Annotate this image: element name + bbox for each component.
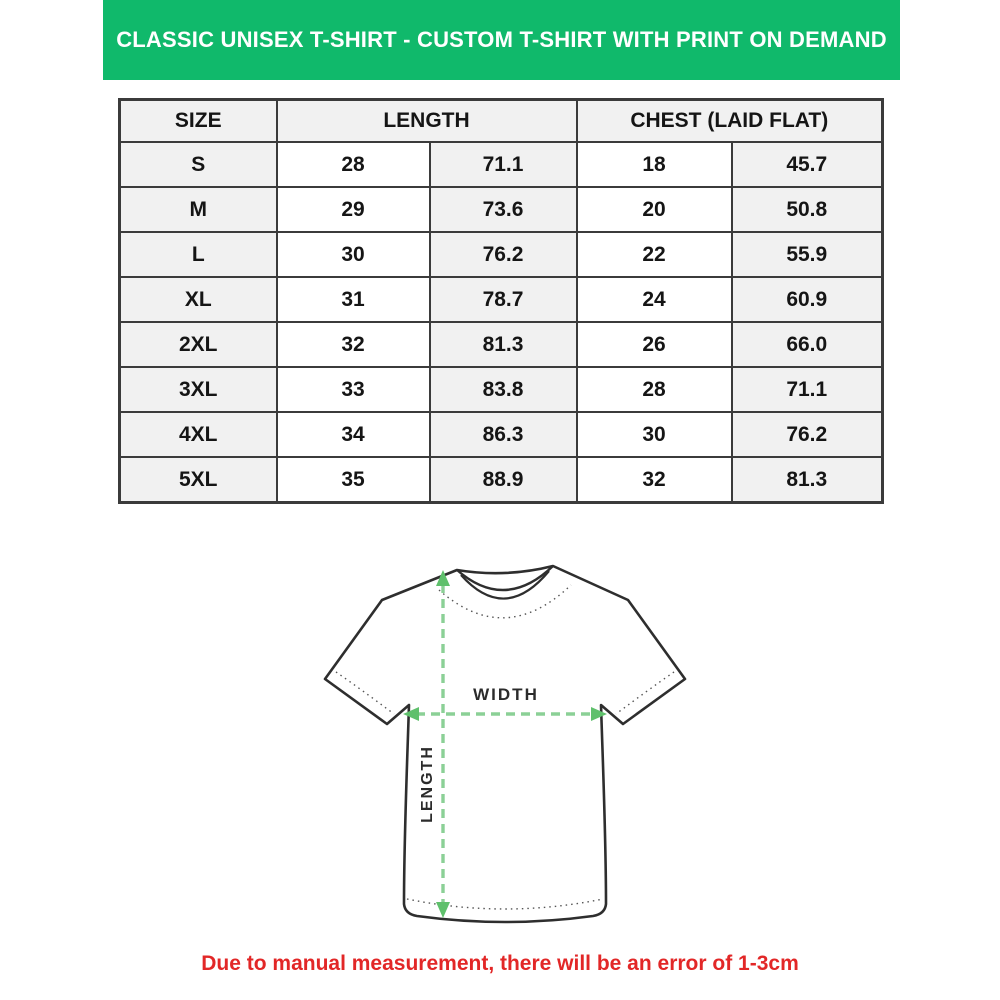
chest-in-cell: 30 [575, 411, 733, 458]
size-cell: 4XL [118, 411, 278, 458]
length-in-cell: 30 [275, 231, 431, 278]
table-row: L 30 76.2 22 55.9 [118, 231, 884, 278]
table-row: 5XL 35 88.9 32 81.3 [118, 456, 884, 504]
size-cell: 3XL [118, 366, 278, 413]
length-cm-cell: 78.7 [428, 276, 578, 323]
chest-cm-cell: 66.0 [730, 321, 884, 368]
length-in-cell: 32 [275, 321, 431, 368]
tshirt-illustration-svg: WIDTH LENGTH [323, 564, 687, 924]
table-row: 2XL 32 81.3 26 66.0 [118, 321, 884, 368]
width-arrowhead-left [403, 707, 419, 721]
measurement-disclaimer: Due to manual measurement, there will be… [201, 952, 799, 975]
chest-cm-cell: 60.9 [730, 276, 884, 323]
table-row: S 28 71.1 18 45.7 [118, 141, 884, 188]
chest-in-cell: 28 [575, 366, 733, 413]
chest-cm-cell: 45.7 [730, 141, 884, 188]
tshirt-outline [323, 564, 687, 924]
chest-in-cell: 24 [575, 276, 733, 323]
right-sleeve-stitch-line [615, 671, 675, 715]
table-row: M 29 73.6 20 50.8 [118, 186, 884, 233]
length-in-cell: 31 [275, 276, 431, 323]
product-title-banner: CLASSIC UNISEX T-SHIRT - CUSTOM T-SHIRT … [103, 0, 900, 80]
table-row: 3XL 33 83.8 28 71.1 [118, 366, 884, 413]
col-header-length: LENGTH [275, 98, 578, 143]
table-row: 4XL 34 86.3 30 76.2 [118, 411, 884, 458]
length-in-cell: 33 [275, 366, 431, 413]
col-header-size: SIZE [118, 98, 278, 143]
width-label: WIDTH [473, 685, 539, 704]
length-cm-cell: 86.3 [428, 411, 578, 458]
chest-cm-cell: 76.2 [730, 411, 884, 458]
col-header-chest: CHEST (LAID FLAT) [575, 98, 884, 143]
length-in-cell: 28 [275, 141, 431, 188]
length-cm-cell: 83.8 [428, 366, 578, 413]
tshirt-diagram: WIDTH LENGTH [310, 548, 700, 938]
chest-cm-cell: 71.1 [730, 366, 884, 413]
table-row: XL 31 78.7 24 60.9 [118, 276, 884, 323]
length-arrowhead-bottom [436, 902, 450, 918]
width-arrowhead-right [591, 707, 607, 721]
tshirt-collar-inner [460, 570, 550, 600]
chest-cm-cell: 81.3 [730, 456, 884, 504]
length-arrowhead-top [436, 570, 450, 586]
length-cm-cell: 76.2 [428, 231, 578, 278]
product-title: CLASSIC UNISEX T-SHIRT - CUSTOM T-SHIRT … [116, 27, 887, 52]
length-cm-cell: 73.6 [428, 186, 578, 233]
size-cell: 5XL [118, 456, 278, 504]
length-in-cell: 29 [275, 186, 431, 233]
chest-in-cell: 32 [575, 456, 733, 504]
length-cm-cell: 71.1 [428, 141, 578, 188]
tshirt-collar [456, 565, 554, 592]
size-cell: 2XL [118, 321, 278, 368]
size-cell: M [118, 186, 278, 233]
chest-cm-cell: 55.9 [730, 231, 884, 278]
size-cell: L [118, 231, 278, 278]
chest-in-cell: 26 [575, 321, 733, 368]
length-in-cell: 34 [275, 411, 431, 458]
length-cm-cell: 88.9 [428, 456, 578, 504]
chest-cm-cell: 50.8 [730, 186, 884, 233]
length-in-cell: 35 [275, 456, 431, 504]
size-cell: XL [118, 276, 278, 323]
size-chart-table: SIZE LENGTH CHEST (LAID FLAT) S 28 71.1 … [118, 98, 885, 504]
chest-in-cell: 18 [575, 141, 733, 188]
length-cm-cell: 81.3 [428, 321, 578, 368]
length-label: LENGTH [419, 745, 436, 823]
size-cell: S [118, 141, 278, 188]
chest-in-cell: 20 [575, 186, 733, 233]
chest-in-cell: 22 [575, 231, 733, 278]
left-sleeve-stitch-line [335, 671, 395, 715]
header-row: SIZE LENGTH CHEST (LAID FLAT) [118, 98, 884, 143]
